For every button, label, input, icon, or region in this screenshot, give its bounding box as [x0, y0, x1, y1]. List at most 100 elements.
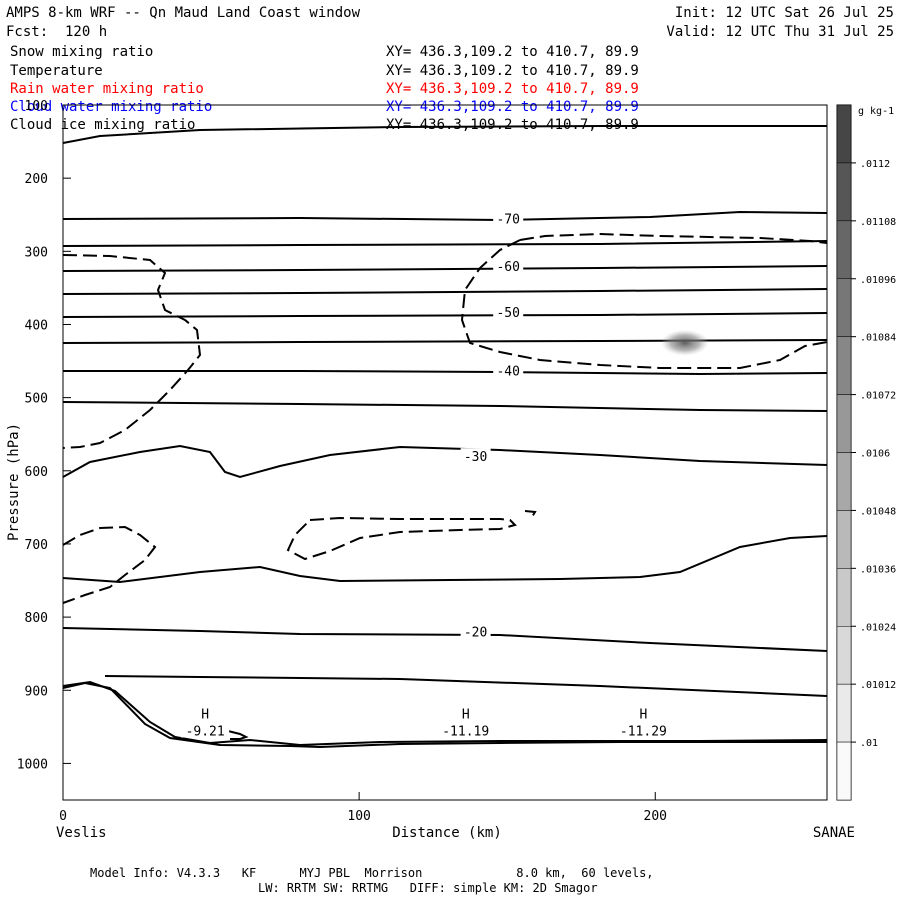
field-label-temperature: Temperature — [10, 63, 103, 79]
colorbar-label: .01024 — [860, 622, 896, 633]
colorbar-label: .01072 — [860, 391, 896, 402]
field-xy-rain: XY= 436.3,109.2 to 410.7, 89.9 — [386, 81, 639, 97]
x-tick-label: 100 — [347, 809, 370, 824]
isotherm-line — [62, 627, 828, 652]
forecast-hour: Fcst: 120 h — [6, 24, 108, 40]
y-tick-label: 200 — [25, 172, 48, 187]
isotherm-label: -30 — [464, 450, 487, 465]
high-value: -9.21 — [186, 725, 225, 740]
dashed-contour — [286, 516, 517, 561]
isotherm-line — [62, 401, 828, 412]
high-labels: H -9.21 H -11.19 H -11.29 — [181, 708, 668, 740]
colorbar-label: .01036 — [860, 564, 896, 575]
field-xy-snow: XY= 436.3,109.2 to 410.7, 89.9 — [386, 44, 639, 60]
isotherm-line — [62, 210, 828, 222]
x-axis-label: Distance (km) — [392, 825, 502, 841]
high-marker: H — [201, 708, 209, 723]
high-value-bg — [181, 723, 230, 738]
isotherm-label: -40 — [496, 365, 519, 380]
isotherm-label-bg — [493, 362, 524, 378]
dashed-contour — [460, 239, 828, 369]
isotherm-line — [62, 339, 828, 344]
high-marker: H — [639, 708, 647, 723]
field-xy-cloud-water: XY= 436.3,109.2 to 410.7, 89.9 — [386, 99, 639, 115]
colorbar-label: .0106 — [860, 449, 890, 460]
model-info: Model Info: V4.3.3 KF MYJ PBL Morrison 8… — [90, 866, 654, 880]
high-value: -11.29 — [620, 725, 667, 740]
isotherm-label: -60 — [496, 260, 519, 275]
init-time: Init: 12 UTC Sat 26 Jul 25 — [674, 5, 894, 21]
y-axis: 100 200 300 400 500 600 700 800 900 1000 — [17, 99, 71, 772]
isotherm-label-bg — [493, 257, 524, 273]
isotherm-line — [104, 675, 828, 697]
colorbar-cell — [836, 741, 852, 801]
isotherm-label: -20 — [464, 626, 487, 641]
isotherm-line — [63, 370, 828, 376]
x-start-label: Veslis — [56, 825, 107, 841]
mixing-ratio-contours — [62, 232, 828, 604]
colorbar-cell — [836, 626, 852, 685]
colorbar-cell — [836, 162, 852, 222]
x-end-label: SANAE — [813, 825, 855, 841]
field-xy-temperature: XY= 436.3,109.2 to 410.7, 89.9 — [386, 63, 639, 79]
colorbar-cell — [836, 336, 852, 395]
high-marker: H — [462, 708, 470, 723]
y-tick-label: 600 — [25, 465, 48, 480]
isotherms — [62, 125, 828, 749]
high-value-bg — [441, 723, 490, 738]
dashed-contour — [519, 232, 828, 244]
isotherm-line — [62, 288, 828, 295]
isotherm-line — [62, 312, 828, 318]
x-tick-label: 200 — [644, 809, 667, 824]
dashed-contour — [524, 510, 537, 518]
colorbar-label: .0112 — [860, 159, 890, 170]
field-label-cloud-ice: Cloud ice mixing ratio — [10, 117, 196, 133]
y-axis-label: Pressure (hPa) — [6, 423, 22, 541]
field-label-snow: Snow mixing ratio — [10, 44, 154, 60]
x-tick-label: 0 — [59, 809, 67, 824]
y-tick-label: 700 — [25, 538, 48, 553]
isotherm-label: -70 — [496, 212, 519, 227]
isotherm-label-bg — [493, 210, 524, 226]
snow-maximum-shading — [660, 329, 709, 356]
y-tick-label: 1000 — [17, 757, 48, 772]
colorbar-label: .01012 — [860, 680, 896, 691]
isotherm-line — [62, 125, 827, 144]
isotherm-line — [62, 681, 827, 749]
plot-frame — [62, 104, 828, 801]
y-tick-label: 900 — [25, 684, 48, 699]
colorbar-cell — [836, 683, 852, 743]
isotherm-line — [62, 265, 828, 272]
isotherm-label-bg — [460, 623, 491, 639]
isotherm-label-bg — [460, 448, 491, 464]
y-tick-label: 300 — [25, 245, 48, 260]
isotherm-labels: -70 -60 -50 -40 -30 -20 — [460, 210, 524, 641]
colorbar-label: .01108 — [860, 217, 896, 228]
colorbar-cell — [836, 394, 852, 453]
colorbar-cell — [836, 452, 852, 511]
y-tick-label: 400 — [25, 318, 48, 333]
colorbar-label: .01084 — [860, 333, 896, 344]
isotherm-line — [62, 444, 828, 479]
isotherm-label: -50 — [496, 306, 519, 321]
dashed-contour — [62, 525, 157, 604]
x-axis: 0 100 200 — [59, 792, 667, 824]
colorbar-label: .01096 — [860, 275, 896, 286]
dashed-contour — [62, 254, 202, 449]
field-label-cloud-water: Cloud water mixing ratio — [10, 99, 213, 115]
colorbar-label: .01048 — [860, 506, 896, 517]
field-xy-cloud-ice: XY= 436.3,109.2 to 410.7, 89.9 — [386, 117, 639, 133]
field-label-rain: Rain water mixing ratio — [10, 81, 204, 97]
isotherm-line — [62, 240, 828, 247]
isotherm-line — [227, 730, 249, 740]
isotherm-label-bg — [493, 304, 524, 320]
colorbar-cell — [836, 510, 852, 569]
y-tick-label: 100 — [25, 99, 48, 114]
high-value-bg — [619, 723, 668, 738]
colorbar-cell — [836, 278, 852, 337]
colorbar-cell — [836, 568, 852, 627]
high-value: -11.19 — [442, 725, 489, 740]
model-physics: LW: RRTM SW: RRTMG DIFF: simple KM: 2D S… — [258, 881, 598, 895]
colorbar-label: .01 — [860, 738, 878, 749]
